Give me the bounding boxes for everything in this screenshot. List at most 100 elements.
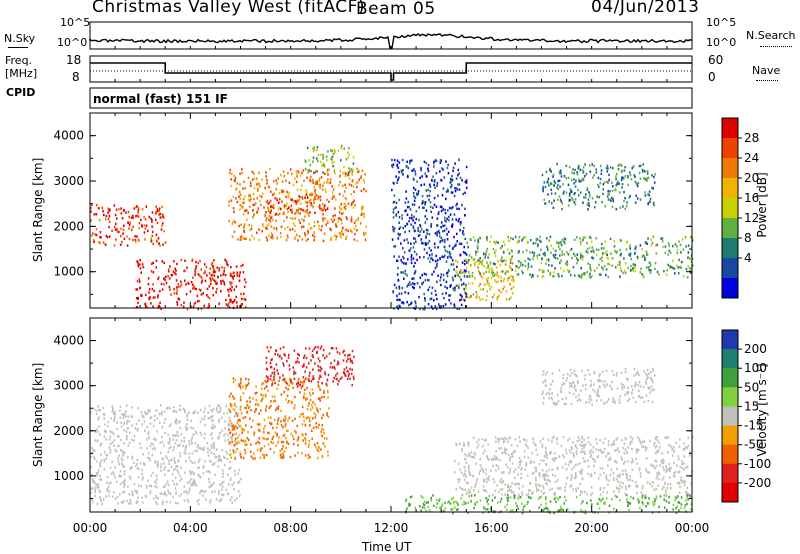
data-cell [440,276,442,279]
data-cell [584,460,586,463]
data-cell [565,452,568,455]
data-cell [635,373,637,376]
data-cell [494,456,496,460]
data-cell [326,412,328,415]
data-cell [203,272,205,275]
data-cell [160,463,163,466]
data-cell [591,163,594,166]
data-cell [337,184,340,187]
data-cell [566,269,569,272]
data-cell [335,225,337,228]
data-cell [185,459,187,463]
data-cell [243,223,246,226]
data-cell [493,251,496,254]
data-cell [250,455,253,458]
data-cell [354,203,356,207]
data-cell [527,257,529,260]
data-cell [174,420,176,424]
data-cell [445,280,448,284]
data-cell [317,381,320,384]
data-cell [214,455,216,458]
data-cell [446,250,449,253]
data-cell [549,271,552,275]
data-cell [119,482,122,486]
data-cell [581,179,583,182]
data-cell [429,298,431,301]
data-cell [548,263,550,267]
data-cell [586,247,589,251]
data-cell [339,217,341,220]
data-cell [186,423,188,426]
data-cell [168,459,170,463]
data-cell [523,450,526,453]
data-cell [342,171,344,175]
data-cell [434,289,437,293]
data-cell [318,386,321,390]
data-cell [456,188,459,191]
data-cell [235,497,238,500]
data-cell [620,178,623,182]
data-cell [107,420,109,424]
data-cell [182,305,185,308]
data-cell [173,446,175,449]
data-cell [286,207,289,211]
data-cell [114,466,116,469]
data-cell [404,230,406,234]
data-cell [243,180,245,183]
data-cell [215,280,217,284]
data-cell [304,424,307,427]
data-cell [136,205,138,208]
data-cell [458,207,460,211]
data-cell [631,458,634,461]
data-cell [331,366,334,369]
data-cell [121,240,123,244]
data-cell [131,490,133,493]
data-cell [580,470,583,473]
data-cell [150,416,153,419]
data-cell [568,198,571,202]
data-cell [200,276,203,279]
data-cell [428,198,430,201]
data-cell [253,172,255,175]
data-cell [537,488,540,492]
data-cell [463,287,465,291]
data-cell [312,205,315,209]
data-cell [613,490,615,493]
data-cell [423,183,426,186]
data-cell [123,465,126,468]
data-cell [615,461,618,464]
data-cell [278,212,281,215]
data-cell [252,192,255,196]
data-cell [458,158,460,161]
data-cell [605,476,607,480]
data-cell [245,387,247,390]
data-cell [236,200,239,204]
data-cell [507,483,509,487]
data-cell [629,254,632,257]
data-cell [448,215,450,219]
data-cell [194,483,196,486]
data-cell [435,159,438,163]
data-cell [290,204,293,208]
data-cell [365,232,367,235]
data-cell [664,245,667,248]
data-cell [536,453,539,456]
data-cell [639,472,642,475]
data-cell [123,473,126,476]
data-cell [420,228,423,231]
data-cell [185,490,187,493]
data-cell [252,457,254,460]
data-cell [235,405,238,408]
data-cell [653,388,655,391]
data-cell [433,242,436,245]
data-cell [558,455,561,458]
data-cell [565,396,567,400]
data-cell [168,442,170,445]
data-cell [606,253,608,256]
data-cell [649,482,651,485]
data-cell [179,427,182,430]
data-cell [175,410,178,413]
data-cell [538,253,541,257]
data-cell [454,187,456,190]
data-cell [525,249,528,252]
